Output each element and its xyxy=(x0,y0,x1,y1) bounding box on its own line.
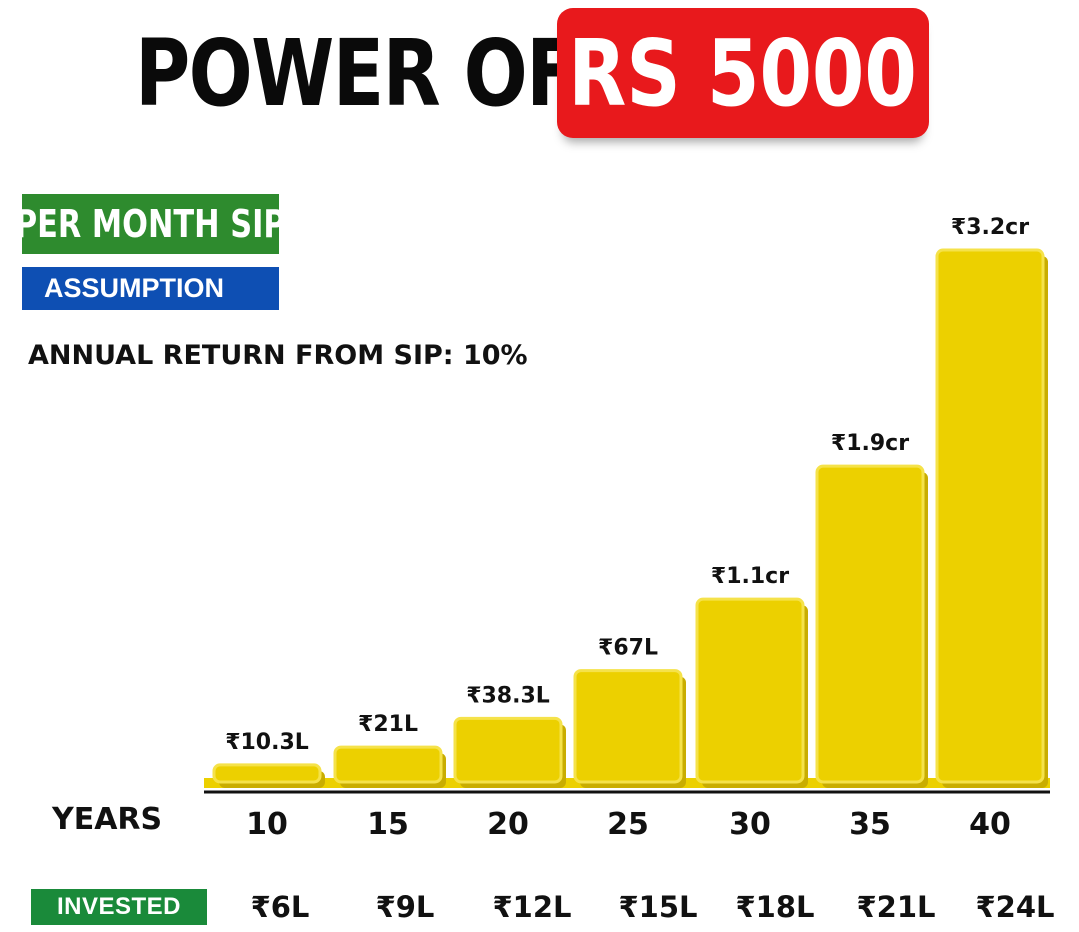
invested-value: ₹24L xyxy=(975,890,1055,924)
sip-badge: PER MONTH SIP xyxy=(15,194,286,254)
data-label: ₹21L xyxy=(358,712,418,737)
x-tick-label: 35 xyxy=(849,807,891,842)
data-label: ₹67L xyxy=(598,636,658,661)
x-tick-label: 20 xyxy=(487,807,529,842)
bar-35 xyxy=(815,464,925,784)
bar-40 xyxy=(935,248,1045,784)
bar-10 xyxy=(212,763,322,784)
invested-badge: INVESTED xyxy=(31,889,207,925)
x-tick-label: 15 xyxy=(367,807,409,842)
x-tick-label: 25 xyxy=(607,807,649,842)
sip-badge-text: PER MONTH SIP xyxy=(15,202,286,246)
invested-value: ₹21L xyxy=(856,890,936,924)
invested-value: ₹12L xyxy=(492,890,572,924)
annual-return-text: ANNUAL RETURN FROM SIP: 10% xyxy=(28,340,528,371)
invested-value: ₹18L xyxy=(735,890,815,924)
data-label: ₹1.9cr xyxy=(831,431,909,456)
years-label: YEARS xyxy=(52,802,163,837)
data-label: ₹3.2cr xyxy=(951,215,1029,240)
data-label: ₹10.3L xyxy=(225,730,309,755)
bar-30 xyxy=(695,597,805,784)
invested-value: ₹6L xyxy=(250,890,310,924)
invested-value: ₹15L xyxy=(618,890,698,924)
x-tick-label: 10 xyxy=(246,807,288,842)
data-label: ₹38.3L xyxy=(466,683,550,708)
bar-15 xyxy=(333,745,443,784)
data-label: ₹1.1cr xyxy=(711,564,789,589)
bar-25 xyxy=(573,669,683,784)
bar-20 xyxy=(453,716,563,784)
title-highlight-text: RS 5000 xyxy=(568,19,918,127)
x-tick-label: 30 xyxy=(729,807,771,842)
title-prefix: POWER OF xyxy=(135,20,578,127)
assumption-badge: ASSUMPTION xyxy=(22,267,279,310)
x-tick-label: 40 xyxy=(969,807,1011,842)
invested-value: ₹9L xyxy=(375,890,435,924)
title-highlight-badge: RS 5000 xyxy=(557,8,929,138)
